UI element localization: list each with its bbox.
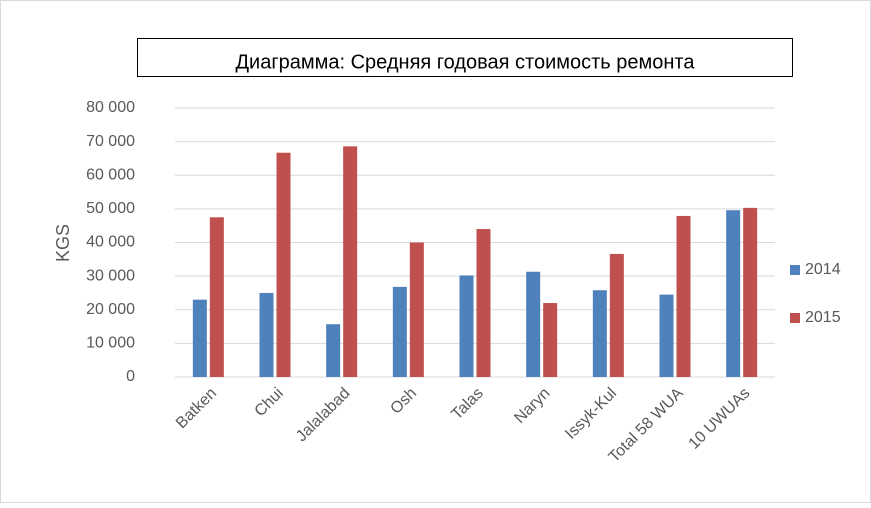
bar — [459, 275, 474, 377]
bar — [259, 292, 274, 377]
bar — [209, 217, 224, 377]
y-tick-label: 30 000 — [86, 267, 135, 284]
bar — [343, 146, 358, 377]
bar — [476, 229, 491, 377]
bar — [276, 152, 291, 377]
bar — [676, 215, 691, 377]
bar — [392, 286, 407, 377]
legend-label: 2014 — [805, 261, 841, 278]
chart-title: Диаграмма: Средняя годовая стоимость рем… — [235, 51, 695, 73]
y-tick-label: 80 000 — [86, 99, 135, 116]
y-tick-label: 60 000 — [86, 166, 135, 183]
bar — [192, 299, 207, 377]
y-tick-label: 20 000 — [86, 301, 135, 318]
y-tick-label: 50 000 — [86, 200, 135, 217]
y-tick-label: 0 — [126, 368, 135, 385]
legend-swatch — [790, 265, 800, 275]
bar — [659, 294, 674, 377]
y-tick-label: 70 000 — [86, 133, 135, 150]
bar — [743, 207, 758, 377]
bar — [326, 324, 341, 377]
y-tick-label: 10 000 — [86, 335, 135, 352]
legend-swatch — [790, 313, 800, 323]
title-box — [137, 38, 793, 77]
y-tick-label: 40 000 — [86, 234, 135, 251]
bar — [409, 242, 424, 377]
bar — [543, 303, 558, 377]
bar — [609, 253, 624, 377]
bar — [592, 290, 607, 377]
bar — [726, 210, 741, 377]
bar — [526, 271, 541, 377]
y-axis-label: KGS — [53, 224, 73, 262]
legend-label: 2015 — [805, 309, 841, 326]
